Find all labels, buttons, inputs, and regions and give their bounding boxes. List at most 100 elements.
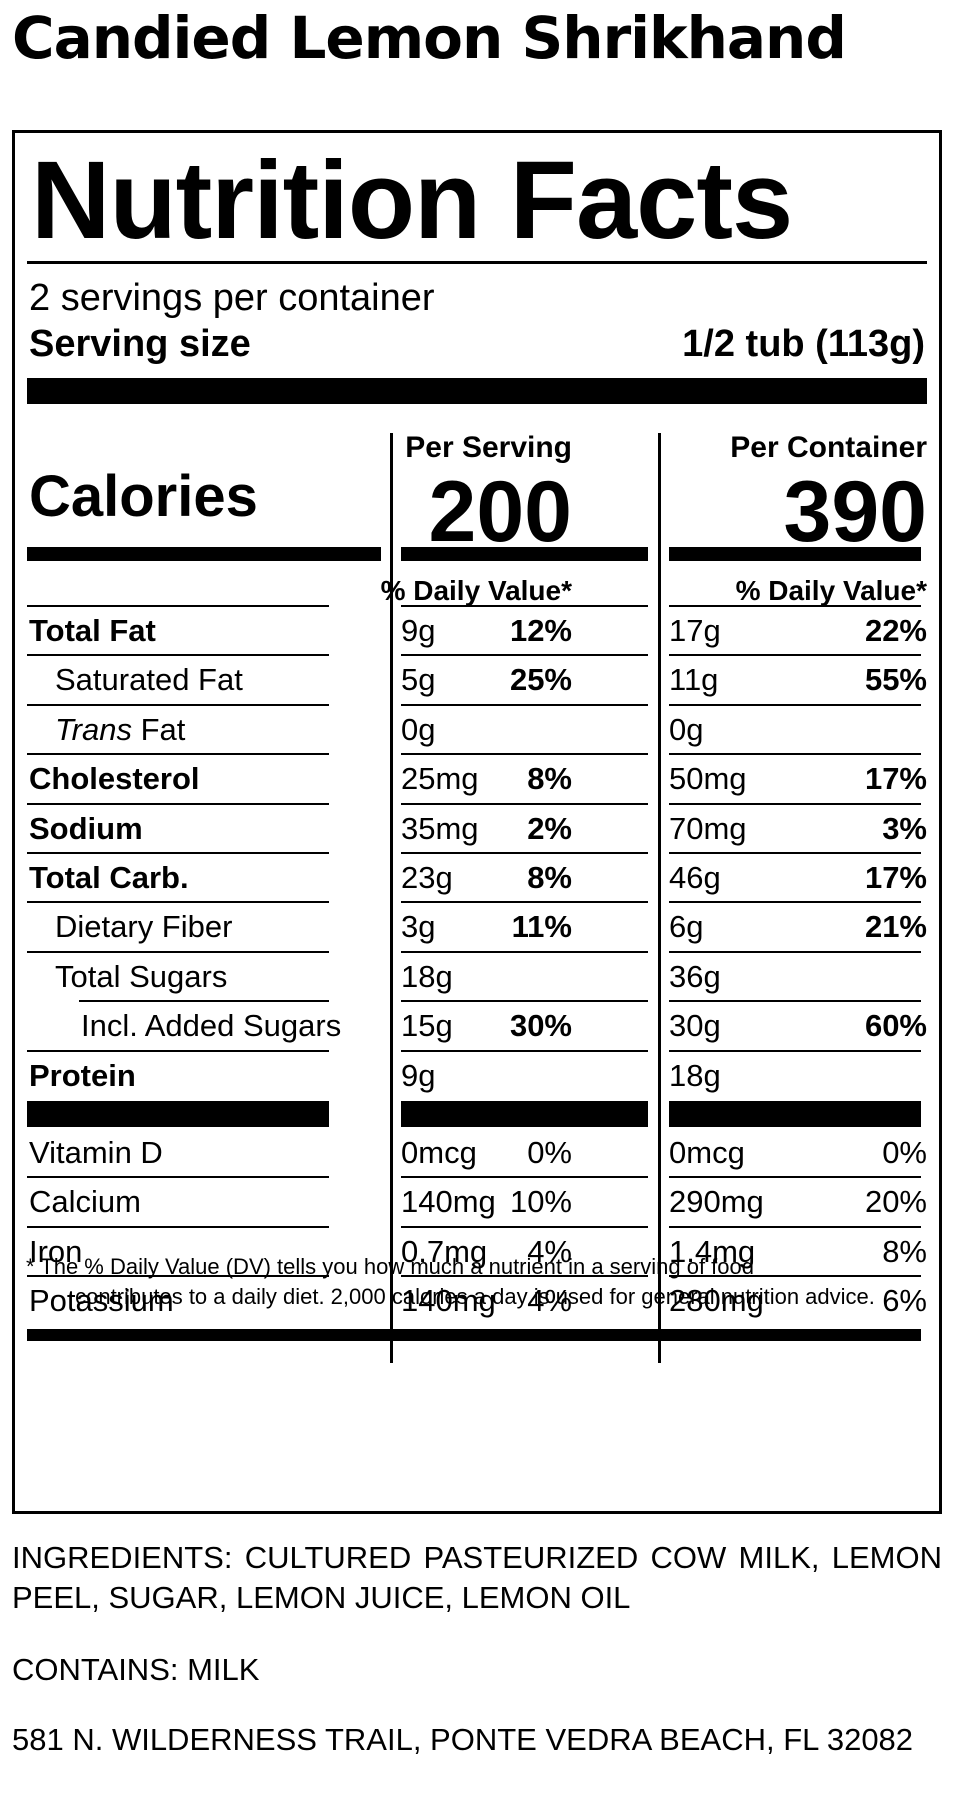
calories-rule: [27, 547, 381, 561]
row-divider: [401, 1049, 648, 1052]
nutrient-name-rest: Fat: [131, 711, 186, 747]
serving-amount: 9g: [401, 613, 436, 648]
row-divider: [669, 1176, 921, 1179]
container-amount: 280mg: [669, 1283, 764, 1319]
serving-amount: 35mg: [401, 810, 479, 846]
calories-per-serving: 200: [428, 464, 573, 560]
serving-amount: 0.7mg: [401, 1233, 488, 1269]
row-divider: [669, 753, 921, 756]
thick-divider: [27, 378, 927, 404]
ingredients: INGREDIENTS: CULTURED PASTEURIZED COW MI…: [12, 1540, 942, 1615]
container-amount: 46g: [669, 860, 721, 895]
per-serving-header: Per Serving: [405, 431, 572, 464]
serving-amount: 23g: [401, 860, 453, 895]
row-divider: [27, 1225, 329, 1228]
row-divider: [669, 703, 921, 706]
row-divider: [27, 852, 329, 854]
row-divider: [669, 852, 921, 854]
row-divider: [401, 852, 648, 854]
container-amount: 30g: [669, 1008, 721, 1044]
serving-amount: 18g: [401, 958, 453, 994]
row-divider: [27, 1275, 329, 1278]
serving-daily-value: 30%: [509, 1008, 572, 1044]
row-divider: [401, 950, 648, 953]
nutrient-name: Trans Fat: [55, 712, 185, 748]
row-divider: [79, 1000, 329, 1003]
nutrient-name: Saturated Fat: [55, 662, 243, 698]
allergen-statement: CONTAINS: MILK: [12, 1652, 260, 1687]
footnote: * The % Daily Value (DV) tells you how m…: [26, 1252, 924, 1312]
container-daily-value: 20%: [864, 1184, 927, 1220]
serving-amount: 9g: [401, 1057, 436, 1093]
serving-daily-value: 8%: [527, 761, 572, 797]
footnote-line-1: * The % Daily Value (DV) tells you how m…: [26, 1254, 754, 1279]
nutrient-name: Total Fat: [29, 613, 156, 648]
container-amount: 36g: [669, 958, 721, 994]
vitamin-name: Vitamin D: [29, 1135, 163, 1170]
row-divider: [401, 753, 648, 756]
dv-header-serving: % Daily Value*: [380, 575, 572, 606]
serving-amount: 0g: [401, 711, 436, 747]
container-amount: 50mg: [669, 761, 747, 797]
row-divider: [669, 1275, 921, 1278]
calories-rule: [401, 547, 648, 561]
row-divider: [401, 605, 648, 607]
serving-daily-value: 0%: [527, 1135, 572, 1170]
container-daily-value: 3%: [882, 810, 927, 846]
container-daily-value: 55%: [864, 662, 927, 698]
serving-amount: 3g: [401, 909, 436, 945]
row-divider: [27, 703, 329, 706]
serving-size-value: 1/2 tub (113g): [682, 323, 925, 365]
row-divider: [401, 802, 648, 805]
row-divider: [27, 950, 329, 953]
container-amount: 0g: [669, 711, 704, 747]
serving-daily-value: 12%: [509, 613, 572, 648]
row-divider: [669, 802, 921, 805]
manufacturer-address: 581 N. WILDERNESS TRAIL, PONTE VEDRA BEA…: [12, 1722, 914, 1757]
column-separator: [658, 433, 661, 1363]
nutrient-name: Total Sugars: [55, 958, 228, 994]
row-divider: [27, 605, 329, 607]
calories-per-container: 390: [783, 464, 928, 560]
row-divider: [27, 901, 329, 904]
per-container-header: Per Container: [730, 431, 927, 464]
container-amount: 6g: [669, 909, 704, 945]
serving-amount: 0mcg: [401, 1135, 477, 1170]
row-divider: [27, 753, 329, 756]
container-amount: 70mg: [669, 810, 747, 846]
calories-rule: [669, 547, 921, 561]
servings-per-container: 2 servings per container: [29, 277, 435, 319]
serving-daily-value: 2%: [527, 810, 572, 846]
row-divider: [669, 901, 921, 904]
divider: [27, 261, 927, 264]
container-amount: 18g: [669, 1057, 721, 1093]
nutrient-name: Protein: [29, 1057, 136, 1093]
serving-daily-value: 4%: [527, 1283, 572, 1319]
vitamin-name: Iron: [29, 1233, 83, 1269]
serving-amount: 5g: [401, 662, 436, 698]
serving-amount: 15g: [401, 1008, 453, 1044]
serving-amount: 140mg: [401, 1184, 496, 1220]
row-divider: [401, 1176, 648, 1179]
row-divider: [27, 1101, 329, 1127]
serving-size-label: Serving size: [29, 323, 251, 365]
row-divider: [669, 1225, 921, 1228]
container-amount: 0mcg: [669, 1135, 745, 1170]
calories-label: Calories: [29, 464, 258, 529]
row-divider: [401, 1275, 648, 1278]
vitamin-name: Potassium: [29, 1283, 174, 1319]
serving-daily-value: 10%: [509, 1184, 572, 1220]
column-separator: [390, 433, 393, 1363]
row-divider: [401, 654, 648, 657]
nutrition-facts-panel: Nutrition Facts 2 servings per container…: [12, 130, 942, 1514]
row-divider: [669, 950, 921, 953]
container-daily-value: 22%: [864, 613, 927, 648]
product-title: Candied Lemon Shrikhand: [12, 4, 847, 72]
row-divider: [27, 1049, 329, 1052]
container-daily-value: 60%: [864, 1008, 927, 1044]
row-divider: [669, 1101, 921, 1127]
serving-daily-value: 11%: [511, 909, 572, 945]
row-divider: [27, 1328, 921, 1341]
container-amount: 290mg: [669, 1184, 764, 1220]
dv-header-container: % Daily Value*: [735, 575, 927, 606]
